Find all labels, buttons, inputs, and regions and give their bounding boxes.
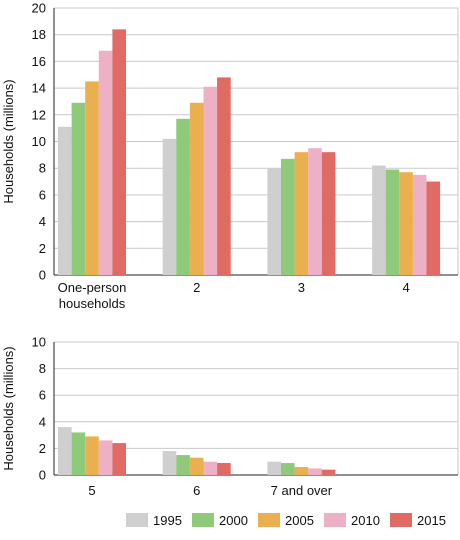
y-tick-label: 18 — [32, 27, 46, 42]
y-tick-label: 12 — [32, 107, 46, 122]
bar-2015 — [321, 469, 336, 475]
y-tick-label: 20 — [32, 1, 46, 16]
bar-2005 — [189, 457, 204, 475]
y-tick-label: 10 — [32, 335, 46, 350]
bar-1995 — [372, 165, 386, 275]
y-tick-label: 8 — [39, 361, 46, 376]
bar-2005 — [189, 102, 204, 275]
bar-2010 — [308, 148, 322, 275]
legend-label: 2000 — [219, 513, 248, 528]
bar-2000 — [176, 455, 190, 475]
category-label: 5 — [88, 483, 95, 498]
y-axis-label: Households (millions) — [1, 79, 16, 203]
bar-2015 — [426, 181, 441, 275]
y-tick-label: 2 — [39, 441, 46, 456]
y-tick-label: 0 — [39, 468, 46, 483]
legend-swatch-1995 — [126, 513, 148, 527]
bar-2000 — [281, 463, 295, 475]
y-tick-label: 16 — [32, 54, 46, 69]
y-tick-label: 6 — [39, 388, 46, 403]
bar-2010 — [98, 50, 113, 275]
category-label: One-person — [58, 280, 127, 295]
y-tick-label: 2 — [39, 241, 46, 256]
bar-2005 — [399, 172, 413, 275]
bar-2015 — [112, 443, 126, 475]
bar-1995 — [58, 427, 72, 475]
category-label: 6 — [193, 483, 200, 498]
category-label: 7 and over — [271, 483, 333, 498]
legend-swatch-2010 — [324, 513, 346, 527]
y-tick-label: 0 — [39, 268, 46, 283]
y-tick-label: 10 — [32, 134, 46, 149]
bar-2010 — [308, 468, 322, 475]
bar-1995 — [58, 126, 72, 275]
legend-label: 2015 — [417, 513, 446, 528]
bar-1995 — [267, 461, 281, 475]
y-tick-label: 4 — [39, 414, 46, 429]
bar-1995 — [267, 168, 281, 275]
y-tick-label: 6 — [39, 187, 46, 202]
bar-2000 — [281, 158, 295, 275]
bar-1995 — [162, 138, 177, 275]
legend-label: 2010 — [351, 513, 380, 528]
bar-2000 — [71, 102, 86, 275]
bar-2015 — [217, 77, 231, 275]
bar-2005 — [294, 467, 309, 475]
legend-swatch-2005 — [258, 513, 280, 527]
bar-2000 — [71, 432, 86, 475]
bar-2005 — [85, 436, 99, 475]
bar-2000 — [176, 118, 190, 276]
legend-swatch-2000 — [192, 513, 214, 527]
legend-label: 1995 — [153, 513, 182, 528]
legend-swatch-2015 — [390, 513, 412, 527]
y-tick-label: 4 — [39, 214, 46, 229]
legend-label: 2005 — [285, 513, 314, 528]
bar-2010 — [203, 461, 218, 475]
bar-2015 — [321, 152, 336, 275]
bar-2015 — [217, 463, 231, 475]
y-tick-label: 14 — [32, 81, 46, 96]
category-label: 4 — [402, 280, 409, 295]
category-label: 3 — [298, 280, 305, 295]
category-label: 2 — [193, 280, 200, 295]
bar-2005 — [294, 152, 309, 275]
bar-2010 — [412, 174, 427, 275]
bar-2005 — [85, 81, 99, 275]
bar-2015 — [112, 29, 126, 275]
y-axis-label: Households (millions) — [1, 346, 16, 470]
bar-2000 — [385, 169, 400, 275]
category-label: households — [59, 296, 126, 311]
bar-2010 — [98, 440, 113, 475]
bar-1995 — [162, 451, 177, 475]
y-tick-label: 8 — [39, 161, 46, 176]
bar-2010 — [203, 86, 218, 275]
